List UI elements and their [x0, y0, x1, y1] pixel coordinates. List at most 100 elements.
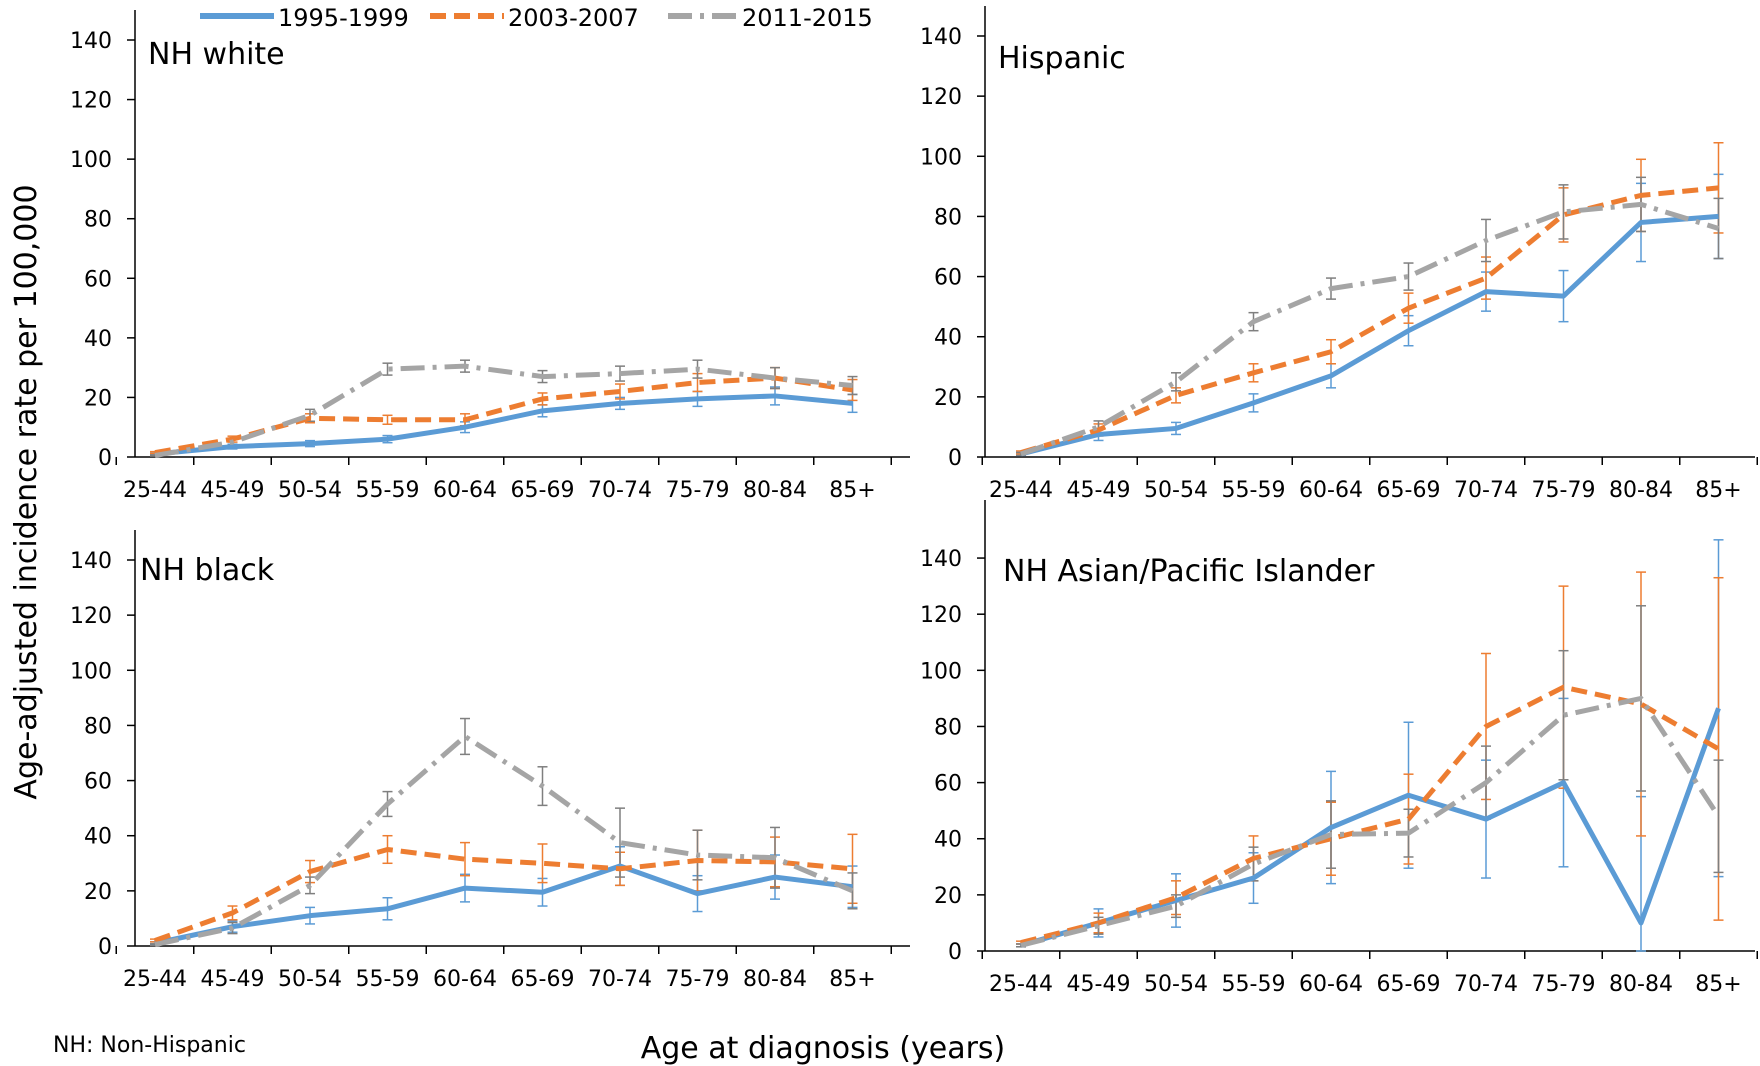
panel-title: NH Asian/Pacific Islander — [1003, 554, 1375, 589]
x-tick-label: 25-44 — [123, 967, 187, 992]
series-line-1995-1999 — [1020, 213, 1719, 457]
y-tick-label: 80 — [934, 205, 962, 230]
y-tick-label: 120 — [70, 89, 112, 114]
y-tick-label: 80 — [934, 715, 962, 740]
x-tick-label: 85+ — [829, 478, 875, 503]
x-tick-label: 50-54 — [1144, 972, 1208, 997]
y-tick-label: 40 — [934, 326, 962, 351]
x-tick-label: 65-69 — [511, 478, 575, 503]
series-line-2003-2007 — [154, 375, 853, 455]
y-tick-label: 100 — [70, 148, 112, 173]
y-tick-label: 120 — [920, 603, 962, 628]
legend-item-1995-1999: 1995-1999 — [200, 4, 409, 32]
x-tick-label: 45-49 — [1067, 478, 1131, 503]
x-tick-label: 80-84 — [743, 478, 807, 503]
x-tick-label: 75-79 — [1532, 972, 1596, 997]
x-tick-label: 55-59 — [356, 967, 420, 992]
y-tick-label: 60 — [934, 266, 962, 291]
x-tick-label: 55-59 — [1222, 478, 1286, 503]
series-line-2011-2015 — [1020, 695, 1721, 948]
y-tick-label: 100 — [920, 145, 962, 170]
x-tick-label: 70-74 — [1454, 478, 1518, 503]
y-tick-label: 60 — [934, 772, 962, 797]
series-line-1995-1999 — [154, 393, 853, 457]
chart-panel: 0 20 40 60 80 100 120 140 25-44 45-49 50-54 55-59 60… — [920, 500, 1758, 997]
x-tick-label: 75-79 — [666, 478, 730, 503]
x-tick-label: 65-69 — [1377, 478, 1441, 503]
y-tick-label: 140 — [920, 547, 962, 572]
y-tick-label: 0 — [98, 935, 112, 960]
y-tick-label: 20 — [934, 884, 962, 909]
x-tick-label: 80-84 — [743, 967, 807, 992]
y-tick-label: 20 — [84, 880, 112, 905]
x-tick-label: 75-79 — [1532, 478, 1596, 503]
y-tick-label: 140 — [70, 549, 112, 574]
y-tick-label: 120 — [920, 85, 962, 110]
series-line-2011-2015 — [154, 733, 854, 948]
series-line-2011-2015 — [154, 363, 853, 458]
panel-title: NH black — [140, 553, 275, 588]
y-tick-label: 140 — [70, 29, 112, 54]
panel-title: Hispanic — [998, 41, 1126, 76]
x-tick-label: 70-74 — [588, 967, 652, 992]
y-tick-label: 40 — [934, 828, 962, 853]
x-tick-label: 55-59 — [356, 478, 420, 503]
y-tick-label: 60 — [84, 770, 112, 795]
y-tick-label: 140 — [920, 25, 962, 50]
y-tick-label: 0 — [98, 446, 112, 471]
x-tick-label: 60-64 — [1299, 478, 1363, 503]
x-tick-label: 65-69 — [511, 967, 575, 992]
series-line-1995-1999 — [154, 863, 853, 946]
series-line-2003-2007 — [1020, 684, 1720, 946]
x-tick-label: 80-84 — [1609, 478, 1673, 503]
y-tick-label: 0 — [948, 940, 962, 965]
chart-panel: 0 20 40 60 80 100 120 140 25-44 45-49 50-54 55-59 60… — [70, 10, 910, 503]
x-tick-label: 45-49 — [201, 967, 265, 992]
panel-title: NH white — [148, 37, 285, 72]
y-tick-label: 80 — [84, 208, 112, 233]
x-tick-label: 65-69 — [1377, 972, 1441, 997]
x-tick-label: 45-49 — [201, 478, 265, 503]
y-tick-label: 20 — [934, 386, 962, 411]
x-tick-label: 45-49 — [1067, 972, 1131, 997]
y-tick-label: 80 — [84, 714, 112, 739]
footnote: NH: Non-Hispanic — [53, 1033, 246, 1058]
x-tick-label: 85+ — [1695, 478, 1741, 503]
x-tick-label: 85+ — [1695, 972, 1741, 997]
legend-label: 1995-1999 — [278, 4, 409, 32]
series-line-2003-2007 — [154, 847, 853, 943]
y-tick-label: 100 — [70, 659, 112, 684]
y-tick-label: 40 — [84, 825, 112, 850]
x-tick-label: 25-44 — [989, 972, 1053, 997]
y-tick-label: 60 — [84, 267, 112, 292]
x-tick-label: 25-44 — [123, 478, 187, 503]
x-tick-label: 70-74 — [588, 478, 652, 503]
x-tick-label: 70-74 — [1454, 972, 1518, 997]
y-tick-label: 40 — [84, 327, 112, 352]
x-tick-label: 60-64 — [433, 478, 497, 503]
x-tick-label: 50-54 — [1144, 478, 1208, 503]
y-tick-label: 0 — [948, 446, 962, 471]
chart-panel: 0 20 40 60 80 100 120 140 25-44 45-49 50-54 55-59 60… — [70, 530, 910, 992]
x-tick-label: 80-84 — [1609, 972, 1673, 997]
x-tick-label: 75-79 — [666, 967, 730, 992]
x-tick-label: 85+ — [829, 967, 875, 992]
series-line-2011-2015 — [1020, 201, 1720, 457]
x-axis-label: Age at diagnosis (years) — [641, 1031, 1006, 1066]
x-tick-label: 50-54 — [278, 478, 342, 503]
x-tick-label: 25-44 — [989, 478, 1053, 503]
y-tick-label: 120 — [70, 604, 112, 629]
x-tick-label: 55-59 — [1222, 972, 1286, 997]
legend-item-2011-2015: 2011-2015 — [668, 4, 873, 32]
y-axis-label: Age-adjusted incidence rate per 100,000 — [9, 184, 44, 799]
legend: 1995-1999 2003-2007 2011-2015 — [200, 4, 873, 32]
legend-label: 2011-2015 — [742, 4, 873, 32]
x-tick-label: 60-64 — [1299, 972, 1363, 997]
y-tick-label: 20 — [84, 386, 112, 411]
x-tick-label: 50-54 — [278, 967, 342, 992]
legend-item-2003-2007: 2003-2007 — [430, 4, 639, 32]
y-tick-label: 100 — [920, 659, 962, 684]
x-tick-label: 60-64 — [433, 967, 497, 992]
legend-label: 2003-2007 — [508, 4, 639, 32]
